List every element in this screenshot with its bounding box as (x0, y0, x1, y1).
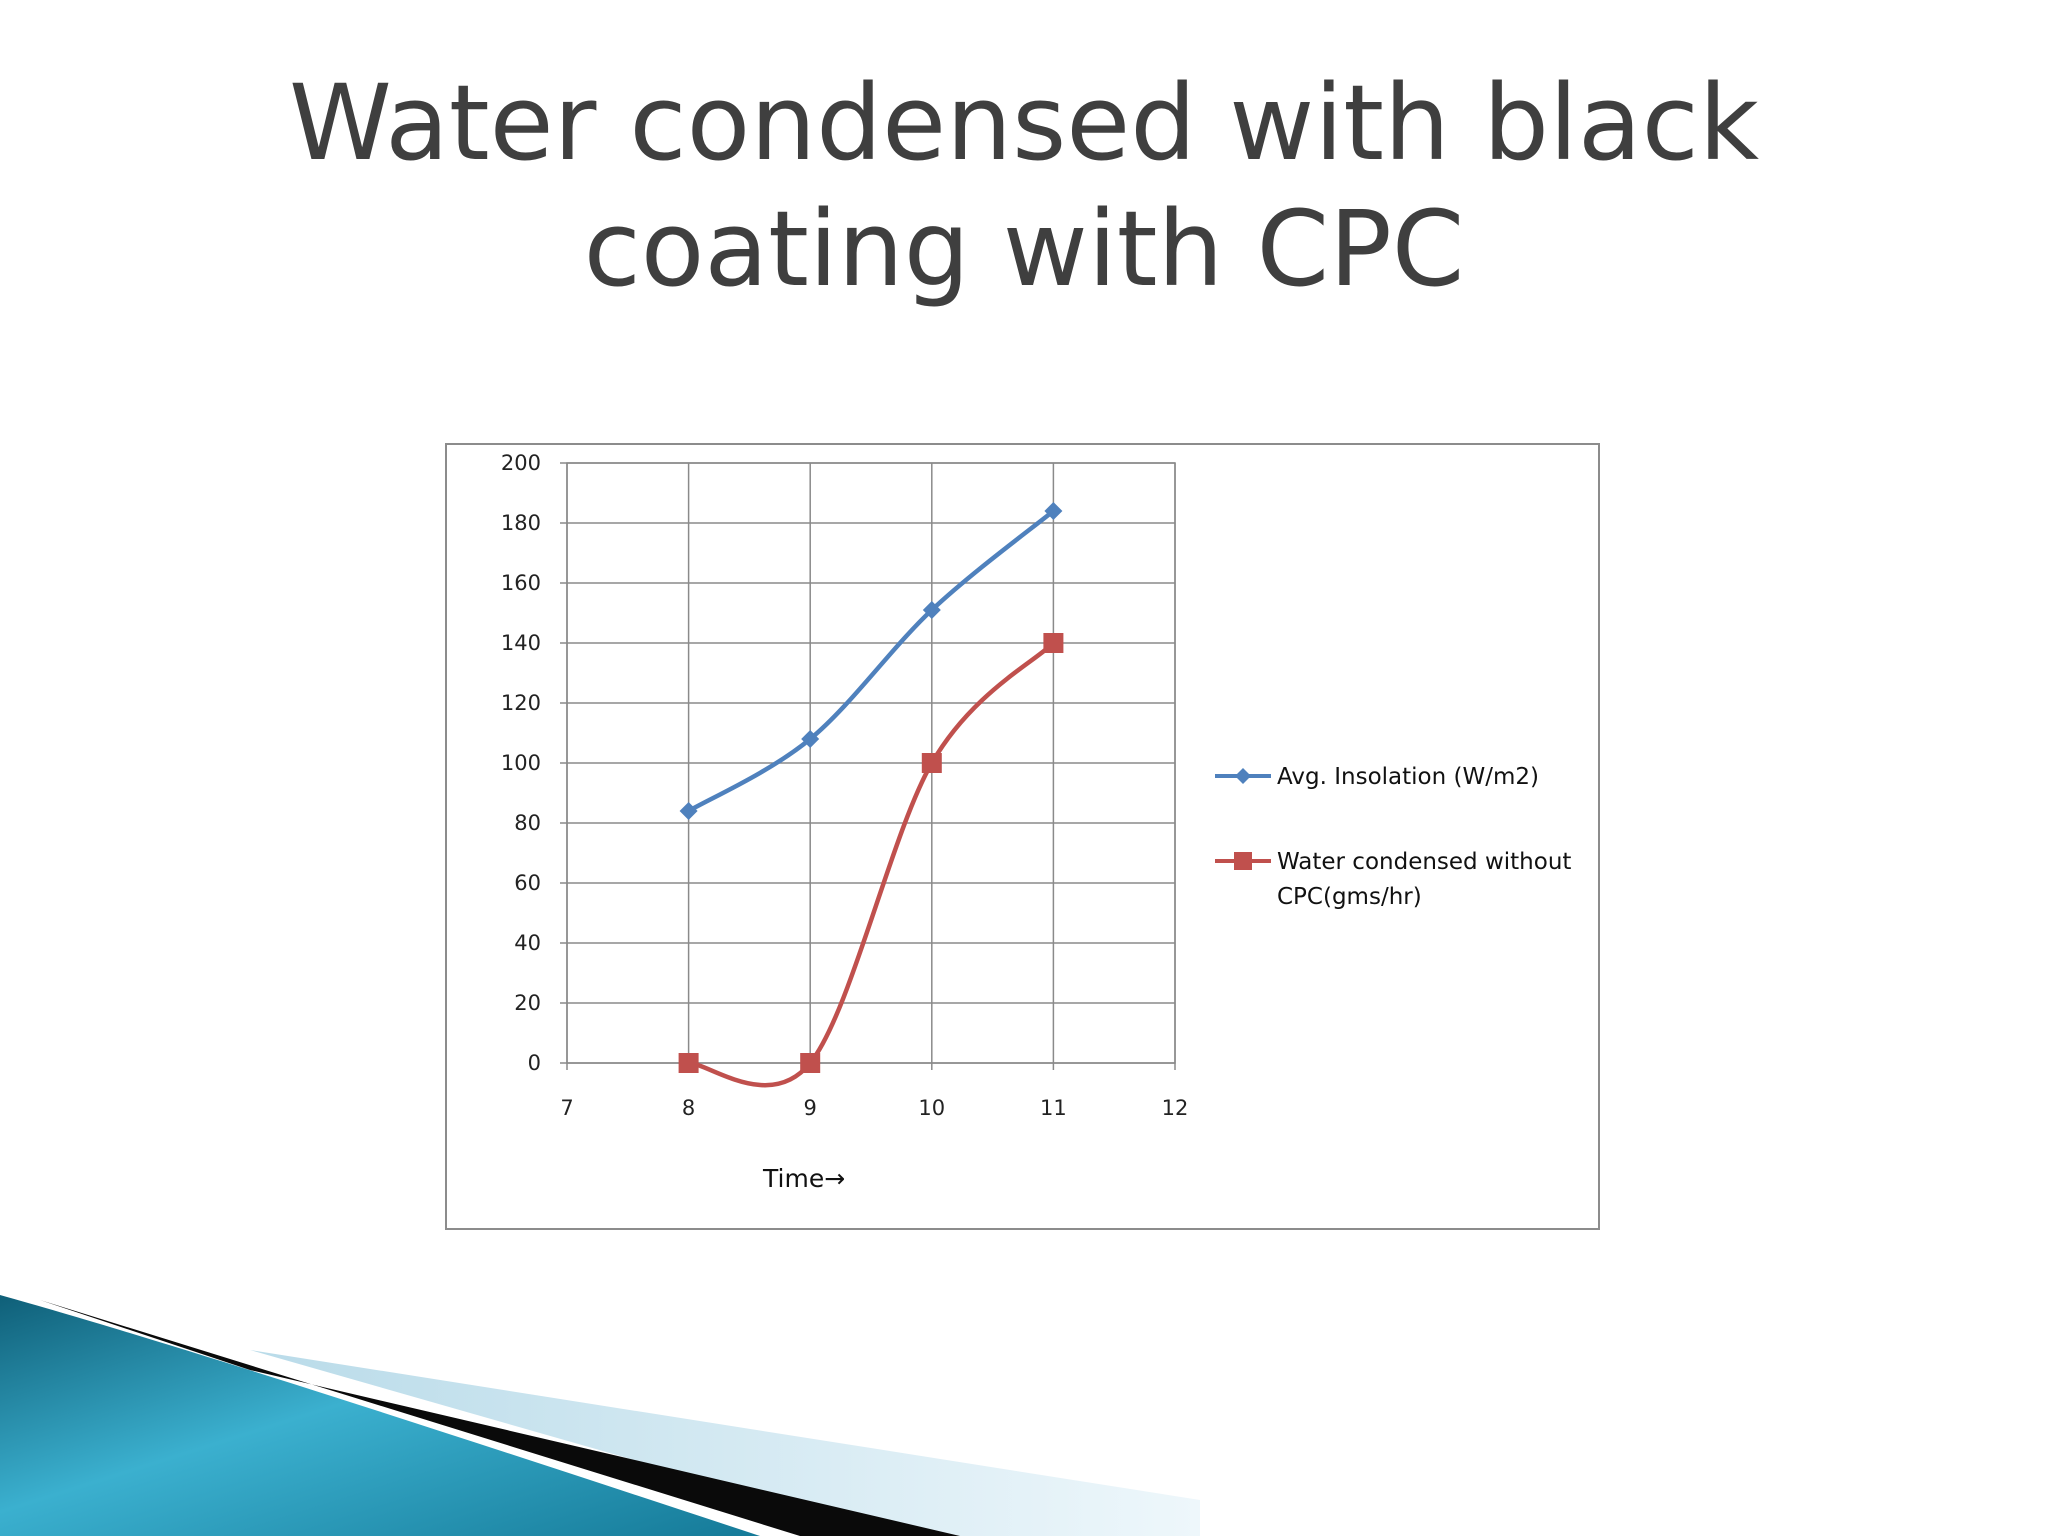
series-1-point (922, 601, 941, 619)
series-1-point (1044, 502, 1063, 520)
y-tick-label: 180 (501, 511, 541, 535)
y-tick-label: 20 (514, 991, 541, 1015)
chart-area: 0 20 40 60 80 100 120 140 160 180 200 7 8 9 10 11 12 Time… (445, 443, 1600, 1230)
legend-marker-1 (1235, 768, 1251, 784)
x-tick-label: 12 (1162, 1096, 1189, 1120)
series-line-2 (688, 641, 1055, 1088)
y-tick-label: 80 (514, 811, 541, 835)
legend-label-1: Avg. Insolation (W/m2) (1277, 764, 1539, 790)
x-tick-label: 10 (918, 1096, 945, 1120)
series-line-1 (687, 509, 1055, 813)
legend-label-2: Water condensed without (1277, 849, 1571, 875)
legend-marker-2 (1234, 852, 1252, 870)
x-tick-label: 8 (682, 1096, 695, 1120)
series-2-point (921, 753, 942, 773)
series-1-point (801, 730, 820, 748)
decor-pale-band (250, 1350, 1200, 1536)
y-tick-label: 160 (501, 571, 541, 595)
y-tick-label: 120 (501, 691, 541, 715)
series-2-point (678, 1053, 699, 1073)
legend-label-2: CPC(gms/hr) (1277, 884, 1422, 910)
y-tick-label: 40 (514, 931, 541, 955)
y-tick-label: 200 (501, 451, 541, 475)
x-tick-label: 9 (804, 1096, 817, 1120)
slide-title: Water condensed with black coating with … (288, 62, 1760, 310)
x-axis-label: Time→ (762, 1164, 845, 1193)
y-tick-label: 100 (501, 751, 541, 775)
y-tick-label: 0 (528, 1051, 541, 1075)
x-tick-label: 7 (560, 1096, 573, 1120)
decor-teal-swoosh (0, 1295, 760, 1536)
y-tick-label: 140 (501, 631, 541, 655)
y-tick-label: 60 (514, 871, 541, 895)
line-chart: 0 20 40 60 80 100 120 140 160 180 200 7 8 9 10 11 12 Time… (501, 451, 1572, 1193)
series-1-point (679, 802, 698, 820)
x-tick-label: 11 (1040, 1096, 1067, 1120)
series-2-point (1043, 633, 1064, 653)
series-2-point (800, 1053, 821, 1073)
